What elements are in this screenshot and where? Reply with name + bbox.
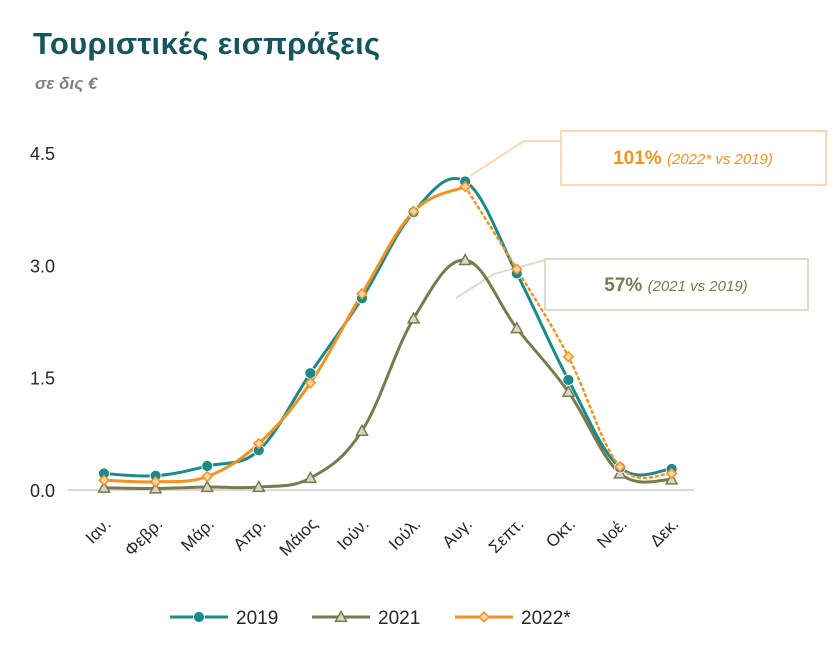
annotation-box-2022 [560, 130, 827, 186]
x-tick-label: Ιούλ. [385, 514, 424, 553]
legend-label-2022: 2022* [521, 608, 571, 629]
data-point-2022-7 [407, 205, 420, 218]
data-point-2022-3 [201, 470, 214, 483]
data-point-2022-8 [459, 180, 472, 193]
data-point-2021-4 [252, 479, 266, 493]
y-tick-label: 4.5 [30, 144, 55, 164]
marker-layer [97, 175, 679, 494]
legend-marker-2021 [334, 609, 348, 623]
chart-title: Τουριστικές εισπράξεις [33, 26, 381, 61]
x-tick-label: Ιούν. [333, 514, 372, 553]
data-point-2022-11 [614, 460, 626, 473]
x-tick-label: Μάρ. [177, 514, 218, 555]
x-tick-label: Φεβρ. [121, 514, 166, 559]
data-point-2019-5 [304, 367, 317, 380]
data-point-2021-5 [303, 470, 318, 484]
data-point-2021-2 [148, 481, 163, 494]
annotation-layer: 101% (2022* vs 2019) 57% (2021 vs 2019) [455, 130, 827, 311]
x-tick-label: Ιαν. [82, 514, 115, 547]
data-point-2022-6 [356, 287, 368, 300]
chart-legend: 2019 2021 2022* [170, 608, 571, 629]
x-tick-label: Δεκ. [646, 514, 682, 550]
data-point-2021-1 [97, 480, 111, 493]
y-tick-label: 3.0 [30, 256, 55, 276]
annotation-box-2021 [544, 258, 809, 311]
y-tick-label: 1.5 [30, 369, 55, 389]
legend-marker-2019 [193, 611, 205, 623]
annotation-text-2022: 101% (2022* vs 2019) [613, 148, 773, 169]
y-tick-label: 0.0 [30, 481, 55, 501]
data-point-2021-9 [510, 321, 524, 334]
x-tick-label: Νοέ. [593, 514, 631, 552]
series-layer [103, 176, 673, 491]
data-point-2022-2 [149, 475, 162, 488]
annotation-connector-2022 [469, 140, 561, 177]
data-point-2021-10 [561, 384, 576, 398]
legend-label-2019: 2019 [236, 608, 278, 629]
annotation-connector-2021 [455, 259, 546, 299]
data-point-2022-10 [562, 350, 575, 363]
x-tick-label: Σεπτ. [485, 514, 528, 557]
data-point-2022-9 [510, 263, 523, 275]
series-line-2022-solid [103, 185, 466, 484]
x-tick-label: Αυγ. [439, 514, 476, 551]
legend-marker-2022 [478, 611, 490, 623]
x-tick-label: Οκτ. [542, 514, 579, 551]
data-point-2019-3 [201, 460, 214, 472]
data-point-2022-1 [98, 474, 110, 487]
axis-layer: 0.0 1.5 3.0 4.5 Ιαν. Φεβρ. Μάρ. Απρ. Μάιος Ιούν. Ι… [30, 144, 694, 560]
data-point-2022-12 [665, 467, 678, 480]
data-point-2019-10 [562, 374, 575, 386]
data-point-2022-4 [252, 437, 265, 450]
x-tick-label: Απρ. [230, 514, 270, 554]
data-point-2021-7 [406, 311, 421, 324]
series-line-2019 [103, 176, 672, 478]
legend-label-2021: 2021 [378, 608, 420, 629]
data-point-2021-3 [200, 479, 214, 493]
data-point-2021-6 [355, 423, 369, 436]
annotation-text-2021: 57% (2021 vs 2019) [604, 275, 747, 296]
chart-subtitle: σε δις € [35, 74, 98, 93]
data-point-2022-5 [304, 377, 317, 389]
x-tick-label: Μάιος [276, 514, 322, 560]
data-point-2021-8 [458, 253, 472, 266]
